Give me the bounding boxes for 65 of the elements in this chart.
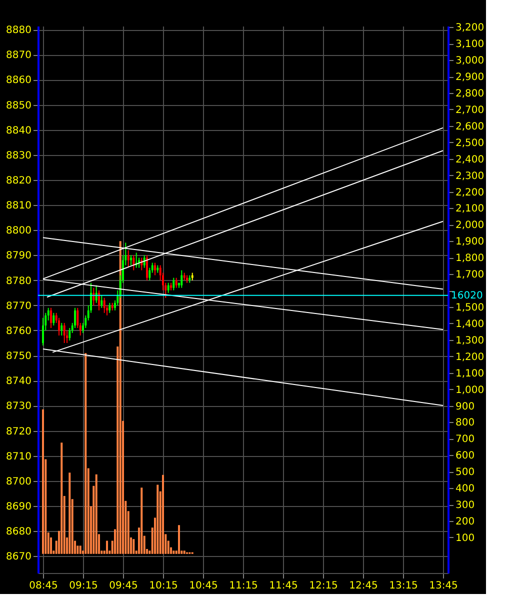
y-tick-label: 8690 — [6, 502, 32, 513]
y-tick-label: 8840 — [6, 125, 32, 136]
y2-tick-label: 2,100 — [456, 204, 484, 215]
y2-tick-label: 1,400 — [456, 318, 484, 330]
y-tick-label: 8780 — [6, 276, 32, 287]
text: 16020 — [451, 290, 483, 302]
y-tick-label: 8880 — [6, 25, 32, 36]
y2-tick-label: 2,400 — [456, 154, 484, 166]
y-tick-label: 8680 — [6, 526, 32, 538]
y-tick-label: 8830 — [6, 150, 32, 162]
y2-tick-label: 1,800 — [456, 253, 484, 264]
y-tick-label: 8750 — [6, 351, 32, 362]
y-tick-label: 8770 — [6, 300, 32, 312]
y2-tick-label: 1,000 — [456, 384, 484, 396]
x-tick-label: 09:45 — [109, 580, 138, 592]
y2-tick-label: 2,500 — [456, 138, 484, 149]
y2-tick-label: 2,800 — [456, 88, 484, 100]
y2-tick-label: 3,100 — [456, 39, 484, 50]
y-tick-label: 8850 — [6, 100, 32, 112]
y2-tick-label: 2,600 — [456, 121, 484, 132]
y2-tick-label: 1,300 — [456, 335, 484, 346]
y2-tick-label: 400 — [456, 484, 475, 495]
y2-tick-label: 1,200 — [456, 352, 484, 363]
x-tick-label: 08:45 — [29, 580, 58, 592]
y-tick-label: 8720 — [6, 426, 32, 438]
y-tick-label: 8810 — [6, 200, 32, 212]
y2-tick-label: 800 — [456, 418, 475, 429]
x-tick-label: 11:15 — [229, 580, 258, 592]
x-tick-label: 09:15 — [69, 580, 98, 592]
y-tick-label: 8790 — [6, 250, 32, 262]
y-tick-label: 8800 — [6, 226, 32, 237]
y-tick-label: 8860 — [6, 75, 32, 86]
y-tick-label: 8670 — [6, 552, 32, 563]
x-tick-label: 10:45 — [189, 580, 218, 592]
y2-tick-label: 1,100 — [456, 368, 484, 380]
y2-tick-label: 1,500 — [456, 302, 484, 314]
y2-tick-label: 3,200 — [456, 22, 484, 34]
y2-tick-label: 2,000 — [456, 220, 484, 232]
y2-tick-label: 100 — [456, 532, 475, 544]
x-tick-label: 13:45 — [429, 580, 458, 592]
y2-tick-label: 900 — [456, 401, 475, 412]
y2-tick-label: 2,700 — [456, 104, 484, 116]
y2-tick-label: 500 — [456, 467, 475, 478]
x-tick-label: 12:45 — [349, 580, 378, 592]
y-tick-label: 8820 — [6, 175, 32, 186]
y2-tick-label: 200 — [456, 516, 475, 528]
y2-tick-label: 1,900 — [456, 236, 484, 248]
y-tick-label: 8740 — [6, 376, 32, 388]
y2-tick-label: 2,900 — [456, 72, 484, 84]
x-tick-label: 13:15 — [389, 580, 418, 592]
x-tick-label: 12:15 — [309, 580, 338, 592]
x-tick-label: 10:15 — [149, 580, 178, 592]
y-tick-label: 8870 — [6, 50, 32, 62]
y-tick-label: 8760 — [6, 326, 32, 337]
y-tick-label: 8710 — [6, 451, 32, 462]
y-tick-label: 8700 — [6, 476, 32, 488]
y2-tick-label: 700 — [456, 434, 475, 446]
y2-tick-label: 600 — [456, 450, 475, 462]
y2-tick-label: 300 — [456, 500, 475, 512]
y2-tick-label: 3,000 — [456, 56, 484, 67]
x-tick-label: 11:45 — [269, 580, 298, 592]
y2-tick-label: 2,200 — [456, 187, 484, 198]
y2-tick-label: 2,300 — [456, 170, 484, 182]
y2-tick-label: 1,700 — [456, 270, 484, 281]
y-tick-label: 8730 — [6, 401, 32, 412]
